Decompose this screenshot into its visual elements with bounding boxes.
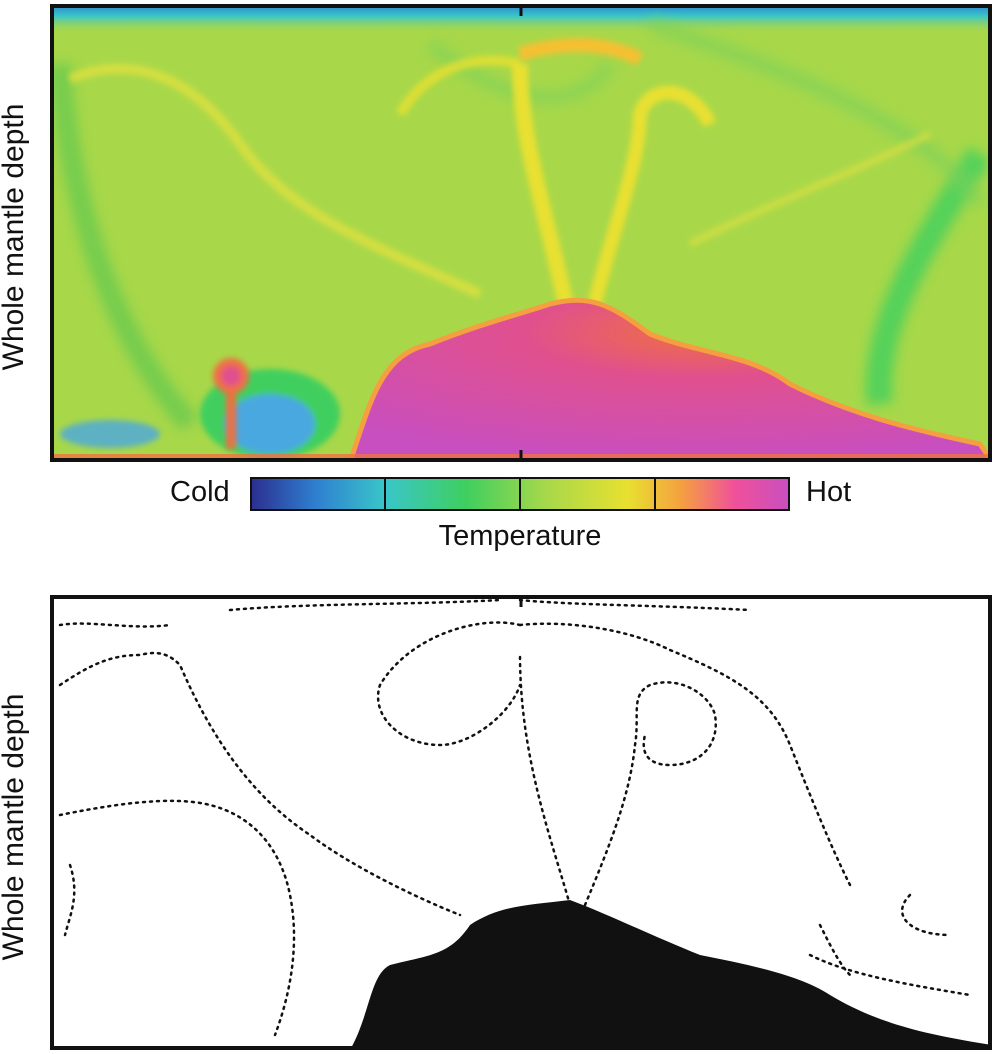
y-axis-label-top: Whole mantle depth (0, 103, 30, 371)
colorbar-title: Temperature (438, 520, 602, 552)
colorbar-low-label: Cold (170, 476, 230, 508)
tracer-pile (350, 900, 992, 1050)
temperature-field (50, 4, 992, 462)
small-plume (213, 358, 249, 449)
temperature-colorbar (250, 477, 790, 511)
colorbar-high-label: Hot (806, 476, 852, 508)
tracer-field (50, 595, 992, 1050)
tracer-panel (50, 595, 992, 1050)
temperature-panel (50, 4, 992, 462)
warm-plume (68, 37, 932, 326)
tracer-streams (58, 598, 972, 1037)
hot-pile (347, 297, 992, 462)
cold-downwellings (50, 16, 992, 432)
y-axis-label-bottom: Whole mantle depth (0, 693, 30, 961)
